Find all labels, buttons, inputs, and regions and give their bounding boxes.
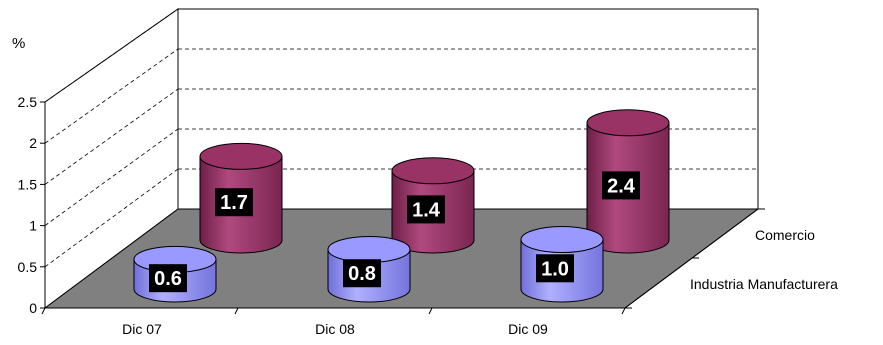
bar-industria-1-data-label: 0.6 <box>154 268 182 290</box>
x-tick-label: Dic 07 <box>122 321 162 337</box>
y-tick-label: 1.5 <box>18 176 38 192</box>
y-tick-label: 0 <box>29 300 37 316</box>
bar-industria-2-label-bg <box>343 259 381 288</box>
bar-industria-3-label-bg <box>536 254 574 283</box>
y-tick-label: 2.5 <box>18 94 38 110</box>
gridline-side <box>44 88 179 185</box>
bar-industria-3-top <box>520 226 604 254</box>
series-label-industria: Industria Manufacturera <box>690 276 838 292</box>
x-tick <box>428 307 433 315</box>
bar-comercio-2-top <box>391 157 475 185</box>
bar-comercio-2-data-label: 1.4 <box>412 199 441 221</box>
y-axis-title: % <box>12 35 25 52</box>
bar-industria-2-top <box>327 235 411 263</box>
bar-comercio-1-data-label: 1.7 <box>220 192 248 214</box>
y-tick-label: 2 <box>29 135 37 151</box>
x-tick <box>234 307 239 315</box>
bar-industria-1-label-bg <box>149 264 187 293</box>
depth-axis-line <box>624 208 759 309</box>
gridline-side <box>44 8 179 103</box>
gridline-side <box>44 128 179 226</box>
x-tick-label: Dic 09 <box>508 321 548 337</box>
y-tick-label: 1 <box>29 218 37 234</box>
gridline-side <box>44 48 179 144</box>
bar-comercio-3-label-bg <box>602 171 640 200</box>
labels: 1.7 1.4 2.4 0.6 0.8 1.0 Dic 07 Dic 08 Dic 09 Come… <box>122 171 838 337</box>
x-tick <box>621 307 626 315</box>
bar-comercio-1-top <box>199 142 283 170</box>
y-tick-label: 0.5 <box>18 259 38 275</box>
bar-industria-2-data-label: 0.8 <box>348 263 376 285</box>
bar-comercio-3-data-label: 2.4 <box>607 175 636 197</box>
bar-industria-3-data-label: 1.0 <box>541 258 569 280</box>
series-label-comercio: Comercio <box>755 227 815 243</box>
x-tick-label: Dic 08 <box>315 321 355 337</box>
bar-comercio-3-top <box>586 109 670 137</box>
bar-comercio-1-label-bg <box>215 188 253 217</box>
bar-comercio-2-label-bg <box>407 195 445 224</box>
value-axis: 0 0.5 1 1.5 2 2.5 <box>18 94 765 316</box>
x-tick <box>41 307 46 315</box>
bars <box>133 109 670 303</box>
